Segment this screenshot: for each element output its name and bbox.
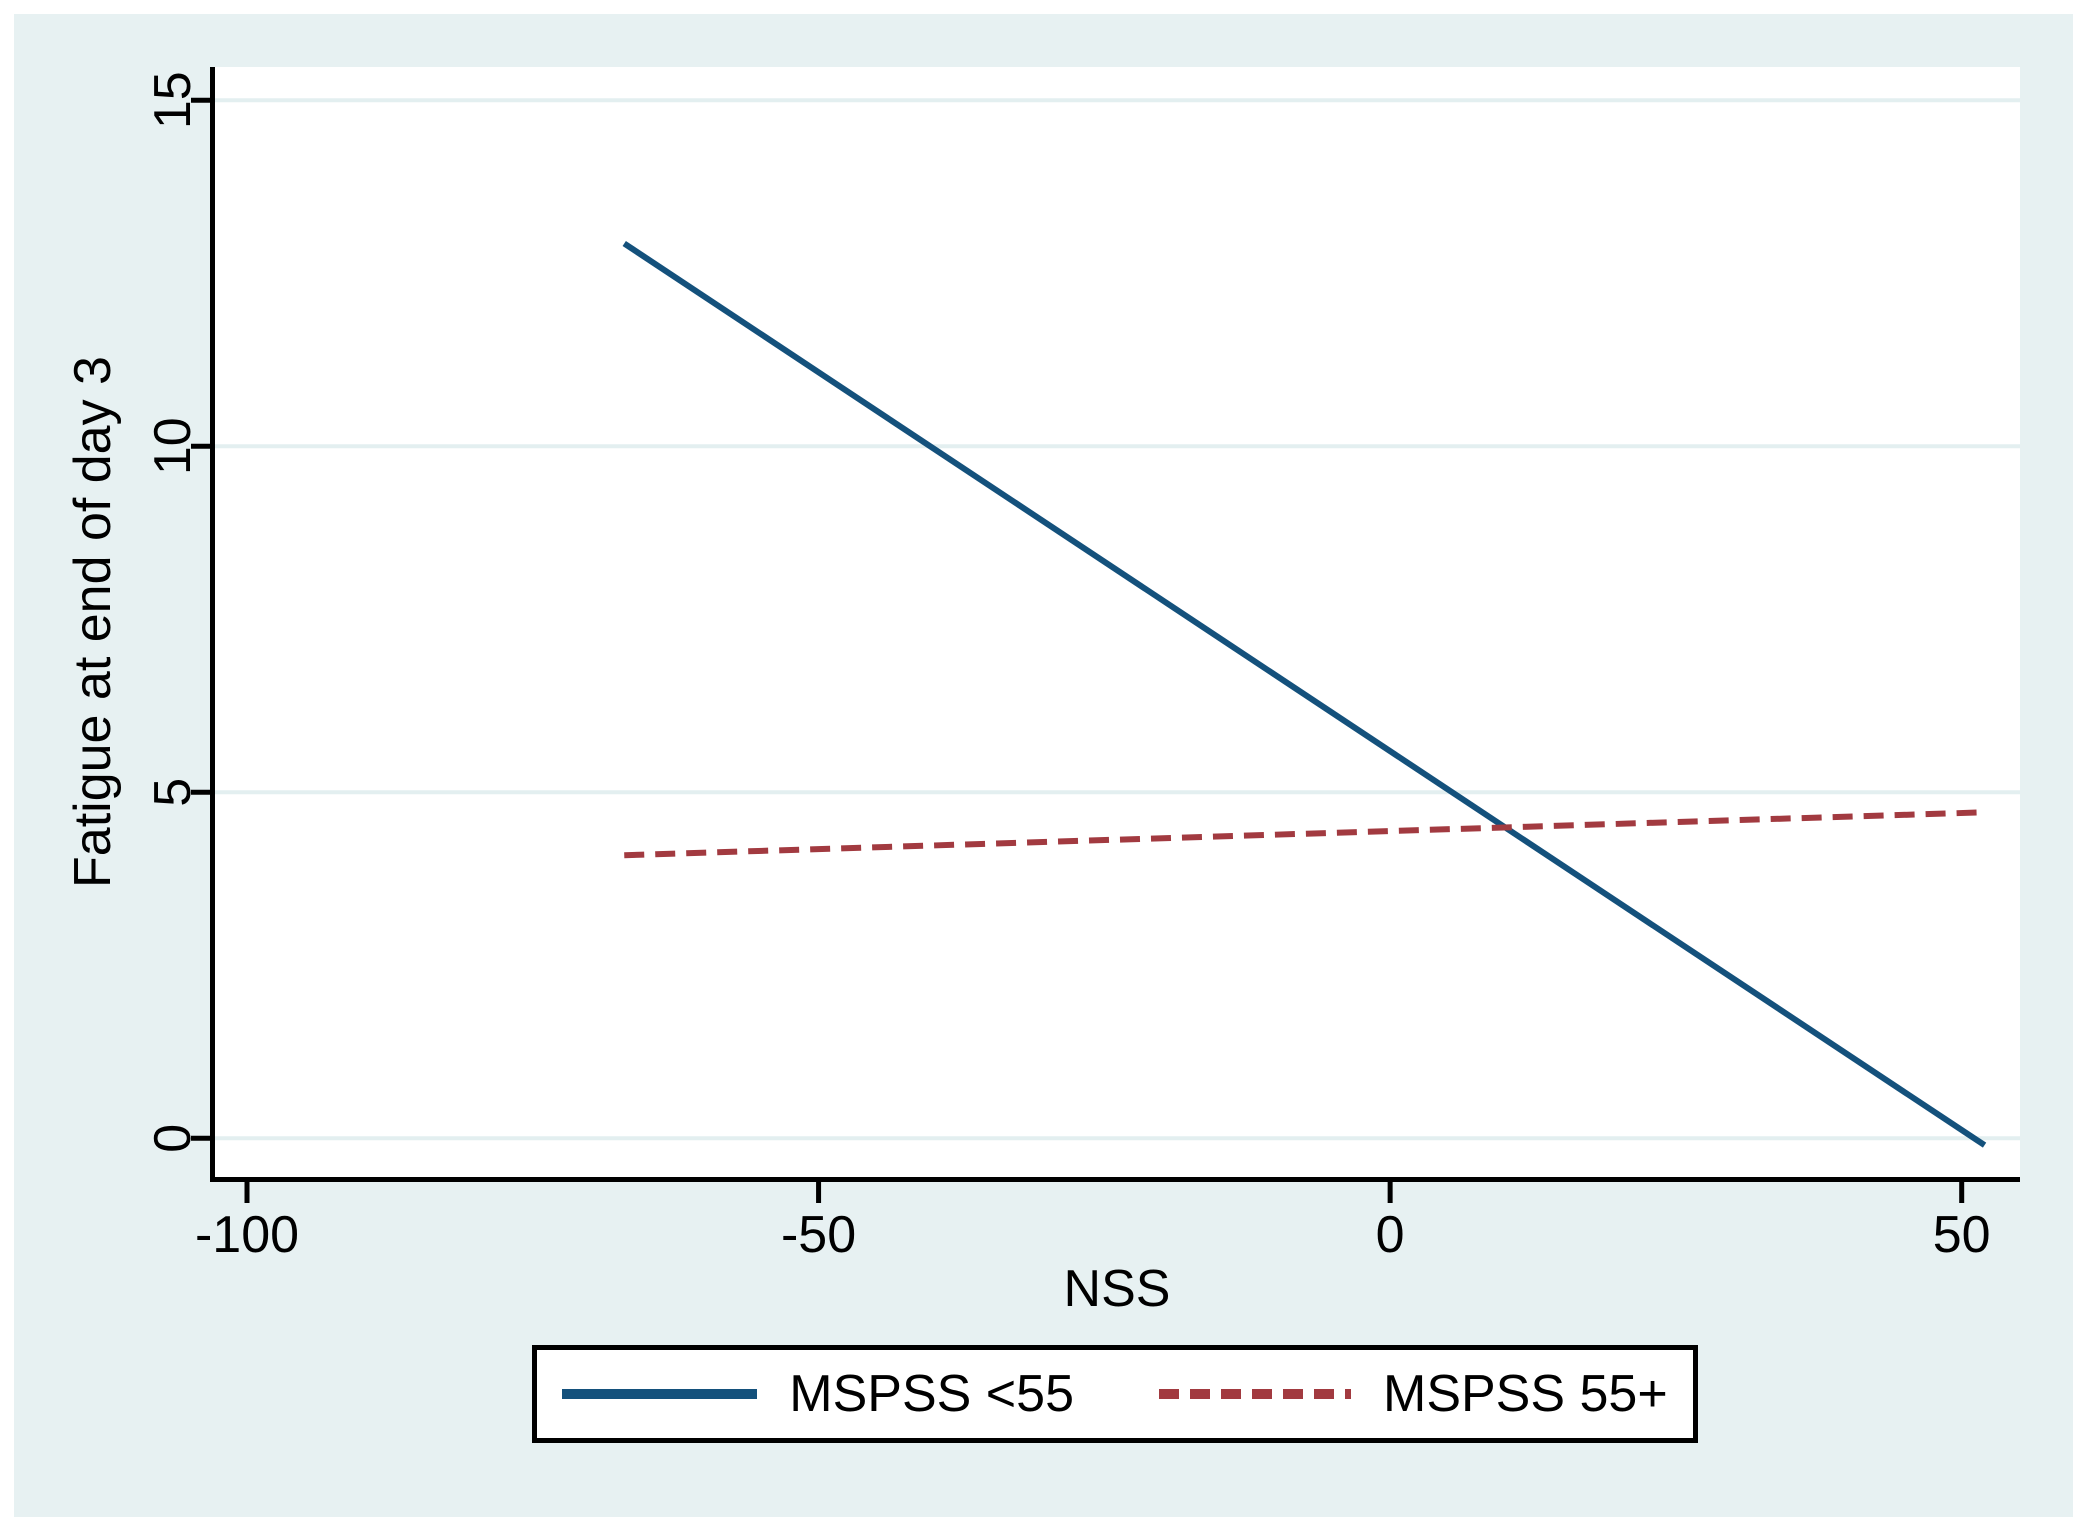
series-line-mspss-55plus: [624, 809, 1985, 859]
legend: MSPSS <55 MSPSS 55+: [532, 1345, 1698, 1443]
y-tick-label-0: 0: [144, 1124, 202, 1153]
legend-item-mspss-lt55: MSPSS <55: [562, 1364, 1074, 1424]
y-tick-label-5: 5: [144, 778, 202, 807]
legend-item-mspss-55plus: MSPSS 55+: [1159, 1364, 1668, 1424]
x-tick-label--100: -100: [195, 1206, 299, 1264]
x-tick-label-50: 50: [1933, 1206, 1991, 1264]
legend-dashed-line-swatch: [1159, 1389, 1351, 1399]
legend-label-mspss-lt55: MSPSS <55: [789, 1365, 1074, 1423]
y-tick-label-10: 10: [144, 417, 202, 475]
legend-solid-line-swatch: [562, 1389, 758, 1399]
y-axis-title: Fatigue at end of day 3: [64, 356, 122, 888]
series-line-mspss-lt55: [622, 240, 1987, 1148]
legend-label-mspss-55plus: MSPSS 55+: [1383, 1365, 1668, 1423]
plot-background: [215, 67, 2020, 1177]
x-axis-title: NSS: [1063, 1260, 1171, 1318]
x-tick-label--50: -50: [781, 1206, 856, 1264]
y-tick-label-15: 15: [144, 71, 202, 129]
x-tick-label-0: 0: [1376, 1206, 1405, 1264]
